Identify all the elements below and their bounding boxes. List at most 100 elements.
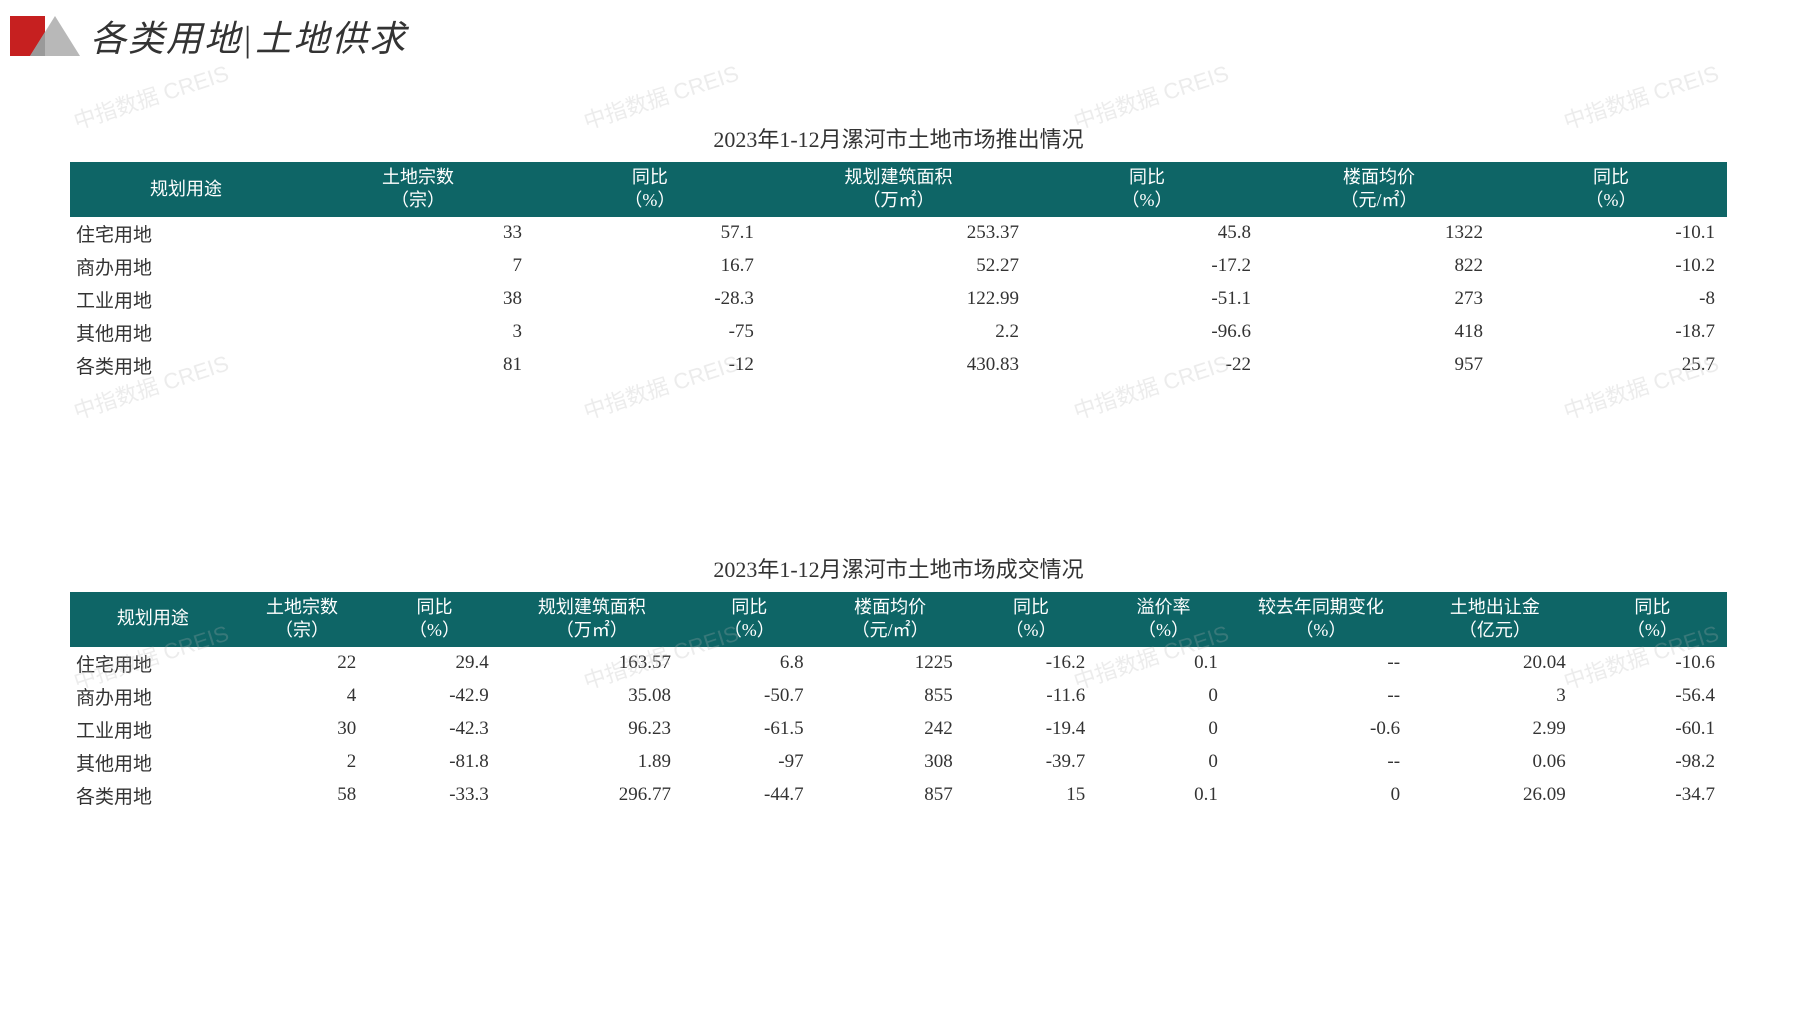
cell-value: -81.8: [368, 746, 501, 779]
row-label: 工业用地: [70, 713, 236, 746]
cell-value: -11.6: [965, 680, 1098, 713]
column-header: 规划建筑面积（万㎡）: [766, 162, 1031, 217]
cell-value: -10.6: [1578, 647, 1727, 680]
cell-value: 15: [965, 779, 1098, 812]
table1-title: 2023年1-12月漯河市土地市场推出情况: [70, 122, 1727, 154]
table-supply: 规划用途土地宗数（宗）同比（%）规划建筑面积（万㎡）同比（%）楼面均价（元/㎡）…: [70, 162, 1727, 382]
cell-value: -16.2: [965, 647, 1098, 680]
cell-value: 273: [1263, 283, 1495, 316]
cell-value: 957: [1263, 349, 1495, 382]
cell-value: 45.8: [1031, 217, 1263, 250]
cell-value: -8: [1495, 283, 1727, 316]
cell-value: 2: [236, 746, 369, 779]
table-row: 住宅用地2229.4163.576.81225-16.20.1--20.04-1…: [70, 647, 1727, 680]
cell-value: -34.7: [1578, 779, 1727, 812]
cell-value: --: [1230, 680, 1412, 713]
cell-value: 1322: [1263, 217, 1495, 250]
column-header: 同比（%）: [1031, 162, 1263, 217]
cell-value: -18.7: [1495, 316, 1727, 349]
column-header: 规划建筑面积（万㎡）: [501, 592, 683, 647]
row-label: 商办用地: [70, 250, 302, 283]
table-row: 住宅用地3357.1253.3745.81322-10.1: [70, 217, 1727, 250]
table-transaction: 规划用途土地宗数（宗）同比（%）规划建筑面积（万㎡）同比（%）楼面均价（元/㎡）…: [70, 592, 1727, 812]
cell-value: 4: [236, 680, 369, 713]
cell-value: 1225: [816, 647, 965, 680]
title-left: 各类用地: [90, 19, 242, 59]
column-header: 同比（%）: [965, 592, 1098, 647]
cell-value: 253.37: [766, 217, 1031, 250]
cell-value: -17.2: [1031, 250, 1263, 283]
cell-value: 242: [816, 713, 965, 746]
cell-value: -10.1: [1495, 217, 1727, 250]
cell-value: 163.57: [501, 647, 683, 680]
cell-value: -50.7: [683, 680, 816, 713]
table-row: 商办用地716.752.27-17.2822-10.2: [70, 250, 1727, 283]
cell-value: -0.6: [1230, 713, 1412, 746]
cell-value: -75: [534, 316, 766, 349]
column-header: 同比（%）: [534, 162, 766, 217]
cell-value: 30: [236, 713, 369, 746]
title-separator: |: [244, 19, 253, 59]
cell-value: 418: [1263, 316, 1495, 349]
column-header: 同比（%）: [1495, 162, 1727, 217]
cell-value: 2.2: [766, 316, 1031, 349]
column-header: 土地宗数（宗）: [236, 592, 369, 647]
column-header: 楼面均价（元/㎡）: [816, 592, 965, 647]
cell-value: -51.1: [1031, 283, 1263, 316]
row-label: 住宅用地: [70, 647, 236, 680]
cell-value: --: [1230, 746, 1412, 779]
cell-value: 0: [1097, 680, 1230, 713]
cell-value: -97: [683, 746, 816, 779]
cell-value: -60.1: [1578, 713, 1727, 746]
page-title: 各类用地|土地供求: [90, 10, 407, 62]
cell-value: 0.1: [1097, 779, 1230, 812]
cell-value: -39.7: [965, 746, 1098, 779]
table2-title: 2023年1-12月漯河市土地市场成交情况: [70, 552, 1727, 584]
column-header: 同比（%）: [683, 592, 816, 647]
row-label: 商办用地: [70, 680, 236, 713]
cell-value: 58: [236, 779, 369, 812]
cell-value: 3: [1412, 680, 1578, 713]
cell-value: 296.77: [501, 779, 683, 812]
row-label: 各类用地: [70, 779, 236, 812]
table-row: 各类用地58-33.3296.77-44.7857150.1026.09-34.…: [70, 779, 1727, 812]
cell-value: -56.4: [1578, 680, 1727, 713]
table-row: 商办用地4-42.935.08-50.7855-11.60--3-56.4: [70, 680, 1727, 713]
table-row: 各类用地81-12430.83-2295725.7: [70, 349, 1727, 382]
cell-value: --: [1230, 647, 1412, 680]
cell-value: 20.04: [1412, 647, 1578, 680]
cell-value: 96.23: [501, 713, 683, 746]
cell-value: 57.1: [534, 217, 766, 250]
table-row: 其他用地3-752.2-96.6418-18.7: [70, 316, 1727, 349]
cell-value: 0: [1230, 779, 1412, 812]
cell-value: 857: [816, 779, 965, 812]
cell-value: 35.08: [501, 680, 683, 713]
page-header: 各类用地|土地供求: [70, 0, 1727, 82]
cell-value: -61.5: [683, 713, 816, 746]
row-label: 其他用地: [70, 316, 302, 349]
cell-value: 25.7: [1495, 349, 1727, 382]
cell-value: -96.6: [1031, 316, 1263, 349]
cell-value: -98.2: [1578, 746, 1727, 779]
cell-value: -19.4: [965, 713, 1098, 746]
cell-value: -28.3: [534, 283, 766, 316]
cell-value: 7: [302, 250, 534, 283]
cell-value: -42.9: [368, 680, 501, 713]
cell-value: -10.2: [1495, 250, 1727, 283]
column-header: 楼面均价（元/㎡）: [1263, 162, 1495, 217]
cell-value: 1.89: [501, 746, 683, 779]
cell-value: 29.4: [368, 647, 501, 680]
cell-value: 308: [816, 746, 965, 779]
cell-value: 33: [302, 217, 534, 250]
cell-value: -33.3: [368, 779, 501, 812]
column-header: 同比（%）: [368, 592, 501, 647]
cell-value: 0.1: [1097, 647, 1230, 680]
row-label: 住宅用地: [70, 217, 302, 250]
cell-value: 0.06: [1412, 746, 1578, 779]
cell-value: -12: [534, 349, 766, 382]
cell-value: -44.7: [683, 779, 816, 812]
table-row: 其他用地2-81.81.89-97308-39.70--0.06-98.2: [70, 746, 1727, 779]
column-header: 同比（%）: [1578, 592, 1727, 647]
cell-value: 81: [302, 349, 534, 382]
cell-value: 6.8: [683, 647, 816, 680]
